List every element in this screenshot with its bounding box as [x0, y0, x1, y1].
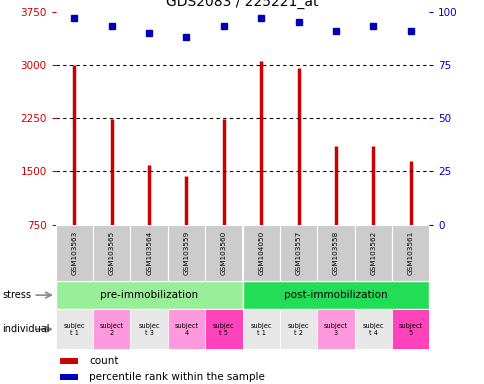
- Bar: [56, 309, 93, 349]
- Bar: [205, 309, 242, 349]
- Text: count: count: [89, 356, 119, 366]
- Text: GSM103559: GSM103559: [183, 231, 189, 275]
- Bar: [167, 309, 205, 349]
- Bar: [242, 281, 428, 309]
- Text: subject
3: subject 3: [323, 323, 347, 336]
- Text: pre-immobilization: pre-immobilization: [100, 290, 198, 300]
- Bar: [130, 225, 167, 281]
- Text: subject
5: subject 5: [398, 323, 422, 336]
- Bar: [279, 309, 317, 349]
- Bar: [93, 225, 130, 281]
- Text: GSM103558: GSM103558: [332, 231, 338, 275]
- Bar: [279, 225, 317, 281]
- Bar: [354, 225, 391, 281]
- Bar: [56, 225, 93, 281]
- Bar: [56, 281, 242, 309]
- Bar: [130, 309, 167, 349]
- Text: GSM103564: GSM103564: [146, 231, 152, 275]
- Text: percentile rank within the sample: percentile rank within the sample: [89, 372, 265, 382]
- Text: subjec
t 1: subjec t 1: [63, 323, 85, 336]
- Text: subjec
t 1: subjec t 1: [250, 323, 272, 336]
- Text: subject
4: subject 4: [174, 323, 198, 336]
- Text: subjec
t 5: subjec t 5: [212, 323, 234, 336]
- Title: GDS2083 / 225221_at: GDS2083 / 225221_at: [166, 0, 318, 9]
- Text: GSM103562: GSM103562: [369, 231, 376, 275]
- Text: post-immobilization: post-immobilization: [284, 290, 387, 300]
- Bar: [60, 374, 78, 380]
- Text: GSM103565: GSM103565: [108, 231, 115, 275]
- Bar: [242, 225, 279, 281]
- Bar: [242, 309, 279, 349]
- Bar: [391, 309, 428, 349]
- Bar: [93, 309, 130, 349]
- Bar: [167, 225, 205, 281]
- Text: GSM104050: GSM104050: [257, 231, 264, 275]
- Text: individual: individual: [2, 324, 50, 334]
- Text: GSM103561: GSM103561: [407, 231, 413, 275]
- Bar: [205, 225, 242, 281]
- Bar: [60, 358, 78, 364]
- Bar: [354, 309, 391, 349]
- Text: GSM103563: GSM103563: [71, 231, 77, 275]
- Bar: [317, 309, 354, 349]
- Text: subject
2: subject 2: [100, 323, 123, 336]
- Text: stress: stress: [2, 290, 31, 300]
- Bar: [317, 225, 354, 281]
- Text: GSM103560: GSM103560: [220, 231, 227, 275]
- Text: subjec
t 2: subjec t 2: [287, 323, 309, 336]
- Bar: [391, 225, 428, 281]
- Text: subjec
t 4: subjec t 4: [362, 323, 383, 336]
- Text: subjec
t 3: subjec t 3: [138, 323, 160, 336]
- Text: GSM103557: GSM103557: [295, 231, 301, 275]
